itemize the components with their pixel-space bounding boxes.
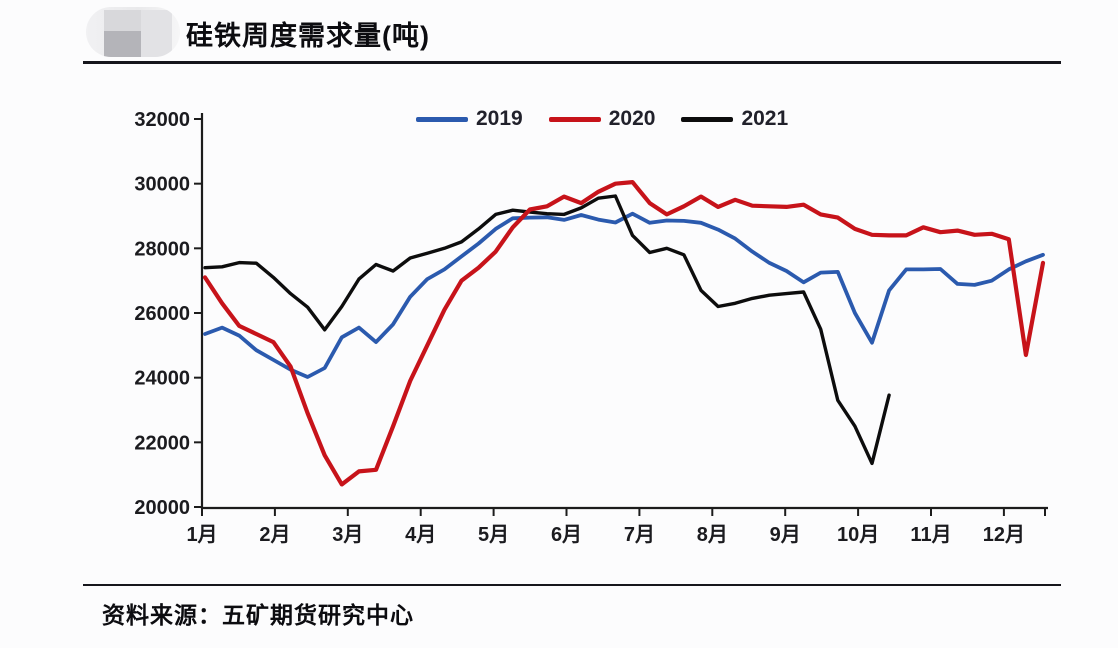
legend-item-2020: 2020 [548, 107, 656, 131]
x-tick-label: 8月 [697, 524, 728, 546]
chart-legend: 2019 2020 2021 [416, 107, 788, 131]
y-tick-label: 22000 [134, 432, 190, 454]
x-tick-label: 10月 [837, 524, 879, 546]
legend-label: 2020 [608, 107, 656, 130]
logo-mosaic-block [141, 10, 172, 57]
footer-divider [83, 584, 1061, 586]
series-line-2020 [202, 180, 1046, 487]
y-tick-label: 26000 [134, 303, 190, 325]
source-note: 资料来源：五矿期货研究中心 [102, 602, 414, 628]
legend-item-2019: 2019 [416, 107, 523, 131]
y-tick-label: 30000 [134, 174, 190, 196]
x-tick-label: 1月 [186, 524, 217, 546]
x-tick-label: 9月 [770, 524, 801, 546]
x-tick-label: 7月 [624, 524, 655, 546]
y-tick-label: 24000 [134, 368, 190, 390]
x-tick-label: 6月 [551, 524, 582, 546]
logo-mosaic-block [104, 31, 141, 57]
x-tick-label: 11月 [910, 524, 951, 546]
chart-title: 硅铁周度需求量(吨) [186, 21, 430, 51]
y-tick-label: 28000 [134, 238, 190, 260]
x-tick-label: 5月 [478, 524, 509, 546]
x-tick-label: 12月 [983, 524, 1025, 546]
y-tick-label: 32000 [134, 109, 190, 131]
x-tick-label: 3月 [332, 524, 363, 546]
legend-line-swatch-2021 [681, 116, 734, 122]
x-tick-label: 4月 [405, 524, 436, 546]
legend-item-2021: 2021 [681, 107, 788, 131]
y-tick-label: 20000 [134, 497, 190, 519]
series-line-2021 [203, 194, 891, 466]
blurred-logo [86, 7, 180, 57]
legend-label: 2021 [741, 107, 789, 130]
legend-label: 2019 [476, 107, 523, 130]
legend-line-swatch-2020 [548, 116, 601, 122]
header-divider [83, 61, 1061, 64]
axis-lines [200, 113, 1048, 510]
x-tick-label: 2月 [259, 524, 290, 546]
logo-mosaic-block [104, 10, 141, 31]
legend-line-swatch-2019 [416, 116, 468, 122]
series-line-2019 [203, 211, 1045, 379]
